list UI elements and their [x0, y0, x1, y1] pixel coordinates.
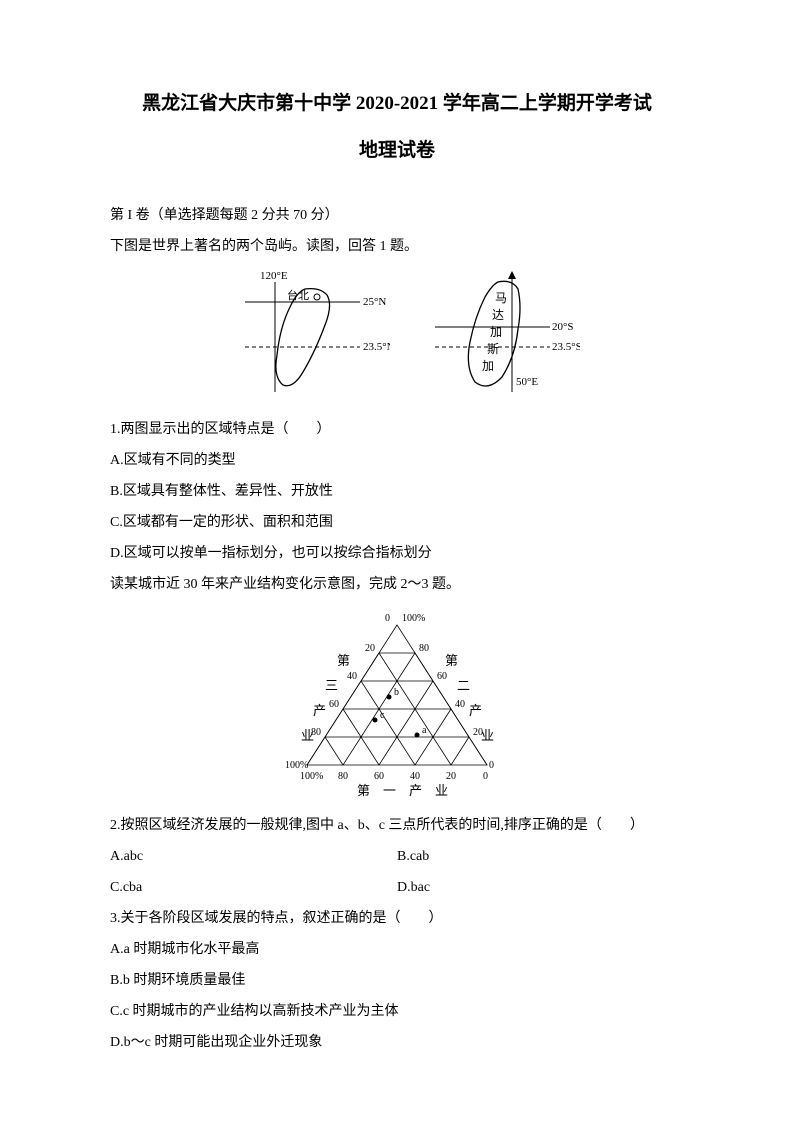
- tick-top-100: 100%: [402, 613, 425, 624]
- intro-2: 读某城市近 30 年来产业结构变化示意图，完成 2～3 题。: [110, 574, 684, 595]
- lat-235n: 23.5°N: [363, 341, 390, 353]
- tick-top-0: 0: [385, 613, 390, 624]
- q1-opt-d: D.区域可以按单一指标划分，也可以按综合指标划分: [110, 543, 684, 564]
- title-main: 黑龙江省大庆市第十中学 2020-2021 学年高二上学期开学考试: [110, 90, 684, 119]
- pt-c: c: [380, 710, 385, 721]
- tb-40: 40: [410, 771, 420, 782]
- pt-a: a: [422, 725, 427, 736]
- q2-opt-a: A.abc: [110, 846, 397, 867]
- q3-opt-d: D.b～c 时期可能出现企业外迁现象: [110, 1032, 684, 1053]
- q2-opt-c: C.cba: [110, 877, 397, 898]
- q1-opt-a: A.区域有不同的类型: [110, 450, 684, 471]
- rl-0: 第: [445, 653, 458, 668]
- ll-2: 产: [313, 703, 326, 718]
- rl-2: 产: [469, 703, 482, 718]
- ll-3: 业: [301, 728, 314, 743]
- tl-20: 20: [365, 643, 375, 654]
- rl-1: 二: [457, 678, 470, 693]
- title-sub: 地理试卷: [110, 137, 684, 166]
- tb-20: 20: [446, 771, 456, 782]
- tr-40: 40: [455, 699, 465, 710]
- lon-50e: 50°E: [516, 376, 538, 388]
- tr-0: 0: [489, 760, 494, 771]
- intro-1: 下图是世界上著名的两个岛屿。读图，回答 1 题。: [110, 236, 684, 257]
- q2-opt-b: B.cab: [397, 846, 684, 867]
- tb-60: 60: [374, 771, 384, 782]
- tl-40: 40: [347, 671, 357, 682]
- mg-char-3: 斯: [487, 342, 499, 356]
- ll-0: 第: [337, 653, 350, 668]
- ll-1: 三: [325, 678, 338, 693]
- map-taiwan: 120°E 25°N 23.5°N 台北: [215, 267, 390, 402]
- figure-triangle: 0 100% 20 40 60 80 100% 80 60 40 20 0 10…: [110, 605, 684, 805]
- q2-opt-d: D.bac: [397, 877, 684, 898]
- tl-100: 100%: [285, 760, 308, 771]
- mg-char-0: 马: [495, 291, 507, 305]
- section-header: 第 I 卷（单选择题每题 2 分共 70 分）: [110, 205, 684, 226]
- tb-0: 0: [483, 771, 488, 782]
- mg-char-4: 加: [482, 359, 494, 373]
- lat-25n: 25°N: [363, 296, 386, 308]
- q1-stem: 1.两图显示出的区域特点是（ ）: [110, 419, 684, 440]
- city-taipei: 台北: [287, 288, 309, 302]
- q1-opt-b: B.区域具有整体性、差异性、开放性: [110, 481, 684, 502]
- q1-opt-c: C.区域都有一定的形状、面积和范围: [110, 512, 684, 533]
- tb-80: 80: [338, 771, 348, 782]
- q3-opt-c: C.c 时期城市的产业结构以高新技术产业为主体: [110, 1001, 684, 1022]
- tr-80: 80: [419, 643, 429, 654]
- q3-stem: 3.关于各阶段区域发展的特点，叙述正确的是（ ）: [110, 908, 684, 929]
- ternary-diagram: 0 100% 20 40 60 80 100% 80 60 40 20 0 10…: [267, 605, 527, 805]
- lat-235s: 23.5°S: [552, 341, 580, 353]
- q3-opt-b: B.b 时期环境质量最佳: [110, 970, 684, 991]
- mg-char-2: 加: [490, 325, 502, 339]
- q2-stem: 2.按照区域经济发展的一般规律,图中 a、b、c 三点所代表的时间,排序正确的是…: [110, 815, 684, 836]
- map-madagascar: 20°S 23.5°S 50°E 马 达 加 斯 加: [420, 267, 580, 402]
- pt-b: b: [394, 687, 399, 698]
- lat-20s: 20°S: [552, 321, 574, 333]
- figure-maps: 120°E 25°N 23.5°N 台北 20°S 23.5°S 50°E 马 …: [110, 267, 684, 409]
- tl-60: 60: [329, 699, 339, 710]
- bottom-label: 第 一 产 业: [357, 783, 448, 798]
- lon-label: 120°E: [260, 270, 288, 282]
- tr-60: 60: [437, 671, 447, 682]
- rl-3: 业: [481, 728, 494, 743]
- q3-opt-a: A.a 时期城市化水平最高: [110, 939, 684, 960]
- tb-100: 100%: [300, 771, 323, 782]
- mg-char-1: 达: [492, 308, 504, 322]
